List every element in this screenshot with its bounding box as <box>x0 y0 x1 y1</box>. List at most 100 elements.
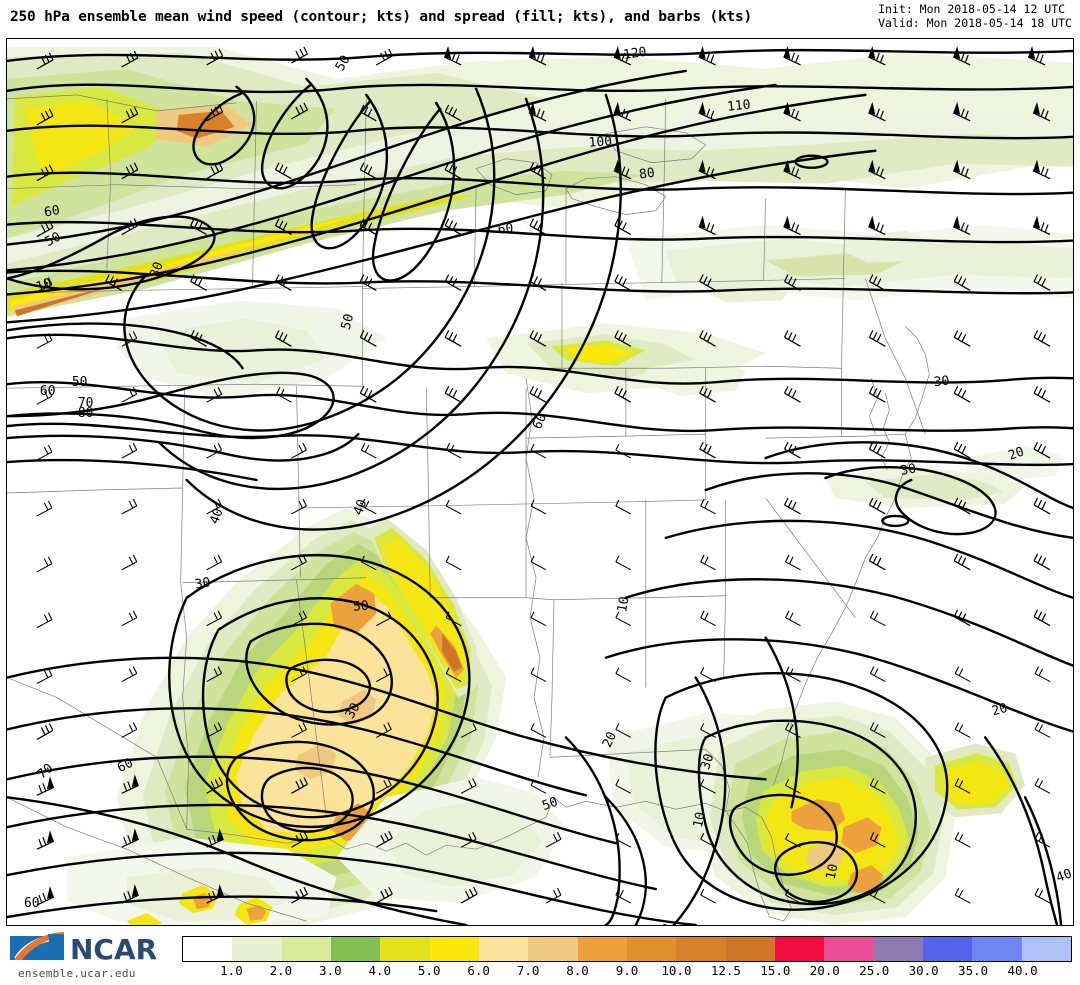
svg-text:10: 10 <box>34 276 54 295</box>
svg-text:80: 80 <box>78 406 94 421</box>
svg-text:10: 10 <box>615 595 632 613</box>
colorbar-segment-16 <box>972 937 1022 961</box>
svg-text:10: 10 <box>691 811 709 829</box>
svg-text:40: 40 <box>351 497 370 517</box>
ncar-logo-text: NCAR <box>70 933 157 966</box>
contour-label: 30 <box>899 461 917 478</box>
colorbar-tick-label: 5.0 <box>417 963 441 978</box>
colorbar-ticks: 1.0 2.0 3.0 4.0 5.0 6.0 7.0 8.0 9.0 10.0 12.5 15.0 2… <box>182 963 1072 981</box>
svg-text:60: 60 <box>43 203 61 220</box>
colorbar-tick-label: 40.0 <box>1007 963 1038 978</box>
colorbar-segment-10 <box>676 937 726 961</box>
contour-label: 60 <box>24 896 40 911</box>
svg-text:110: 110 <box>726 97 751 114</box>
colorbar-tick-label: 8.0 <box>566 963 589 978</box>
contour-label: 40 <box>207 506 226 526</box>
svg-text:50: 50 <box>333 53 354 74</box>
contour-label: 50 <box>333 53 354 74</box>
colorbar-segment-4 <box>380 937 430 961</box>
contour-label: 110 <box>726 97 751 114</box>
contour-label: 30 <box>147 260 166 280</box>
map-frame[interactable]: 120 110 100 80 60 50 60 50 10 30 50 50 6… <box>6 38 1074 926</box>
contour-label: 50 <box>43 229 64 250</box>
svg-text:20: 20 <box>1006 444 1026 463</box>
contour-layer <box>7 48 1073 925</box>
colorbar-tick-label: 35.0 <box>958 963 989 978</box>
svg-text:40: 40 <box>207 506 226 526</box>
colorbar-tick-label: 20.0 <box>809 963 840 978</box>
svg-text:100: 100 <box>588 134 612 151</box>
svg-text:40: 40 <box>1054 866 1073 885</box>
svg-text:80: 80 <box>638 166 656 183</box>
svg-text:30: 30 <box>147 260 166 280</box>
colorbar-segment-0 <box>183 937 233 961</box>
contour-label: 60 <box>115 756 136 776</box>
time-stamp-block: Init: Mon 2018-05-14 12 UTC Valid: Mon 2… <box>878 2 1072 30</box>
svg-text:70: 70 <box>35 761 57 783</box>
svg-text:20: 20 <box>600 730 620 750</box>
valid-time: Valid: Mon 2018-05-14 18 UTC <box>878 16 1072 30</box>
colorbar-segment-7 <box>528 937 578 961</box>
spread-fill-layer <box>7 46 1073 925</box>
contour-label: 10 <box>34 276 54 295</box>
svg-text:60: 60 <box>115 756 136 776</box>
svg-text:30: 30 <box>933 374 950 391</box>
ncar-logo[interactable]: NCAR <box>8 930 173 982</box>
colorbar-tick-label: 6.0 <box>467 963 490 978</box>
contour-label: 60 <box>530 411 550 431</box>
colorbar-segment-1 <box>232 937 282 961</box>
colorbar-segment-3 <box>330 937 381 961</box>
svg-text:60: 60 <box>40 384 56 399</box>
svg-text:60: 60 <box>24 896 40 911</box>
svg-text:10: 10 <box>824 863 842 881</box>
colorbar-tick-label: 30.0 <box>908 963 939 978</box>
contour-label: 10 <box>615 595 632 613</box>
colorbar-tick-label: 12.5 <box>710 963 741 978</box>
contour-label: 30 <box>698 752 717 771</box>
contour-label: 70 <box>35 761 57 783</box>
contour-label: 50 <box>339 312 358 331</box>
contour-label: 30 <box>933 374 950 391</box>
colorbar-segment-9 <box>626 937 677 961</box>
init-time: Init: Mon 2018-05-14 12 UTC <box>878 2 1066 16</box>
contour-label: 100 <box>588 134 612 151</box>
contour-label: 120 <box>622 45 647 63</box>
colorbar-segment-6 <box>478 937 529 961</box>
svg-text:30: 30 <box>698 752 717 771</box>
contour-label: 70 <box>78 396 94 411</box>
colorbar-segment-14 <box>873 937 923 961</box>
svg-text:30: 30 <box>899 461 917 478</box>
contour-label: 50 <box>540 795 560 814</box>
colorbar-tick-label: 15.0 <box>760 963 791 978</box>
svg-text:30: 30 <box>194 575 212 592</box>
colorbar-tick-label: 2.0 <box>269 963 293 978</box>
colorbar-tick-label: 25.0 <box>859 963 890 978</box>
colorbar-tick-label: 10.0 <box>661 963 692 978</box>
colorbar-segment-15 <box>922 937 973 961</box>
colorbar-segment-13 <box>824 937 874 961</box>
svg-text:60: 60 <box>652 922 670 925</box>
ncar-url: ensemble.ucar.edu <box>18 967 136 980</box>
colorbar-segment-17 <box>1021 937 1071 961</box>
contour-label: 30 <box>194 575 212 592</box>
contour-label: 60 <box>43 203 61 220</box>
svg-text:120: 120 <box>622 45 647 63</box>
colorbar-tick-label: 9.0 <box>615 963 639 978</box>
contour-label: 20 <box>990 701 1009 720</box>
colorbar-segment-11 <box>725 937 775 961</box>
page-title: 250 hPa ensemble mean wind speed (contou… <box>10 9 753 25</box>
svg-text:20: 20 <box>990 701 1009 720</box>
contour-label: 60 <box>652 922 670 925</box>
svg-text:50: 50 <box>43 229 64 250</box>
svg-text:50: 50 <box>540 795 560 814</box>
svg-text:30: 30 <box>343 700 364 721</box>
contour-label: 10 <box>824 863 842 881</box>
contour-label: 80 <box>638 166 656 183</box>
contour-label: 40 <box>1054 866 1073 885</box>
colorbar[interactable] <box>182 936 1072 962</box>
colorbar-segment-12 <box>774 937 825 961</box>
contour-label: 50 <box>72 375 88 390</box>
map-canvas: 120 110 100 80 60 50 60 50 10 30 50 50 6… <box>7 39 1073 925</box>
svg-text:50: 50 <box>339 312 358 331</box>
contour-label: 60 <box>497 221 514 237</box>
